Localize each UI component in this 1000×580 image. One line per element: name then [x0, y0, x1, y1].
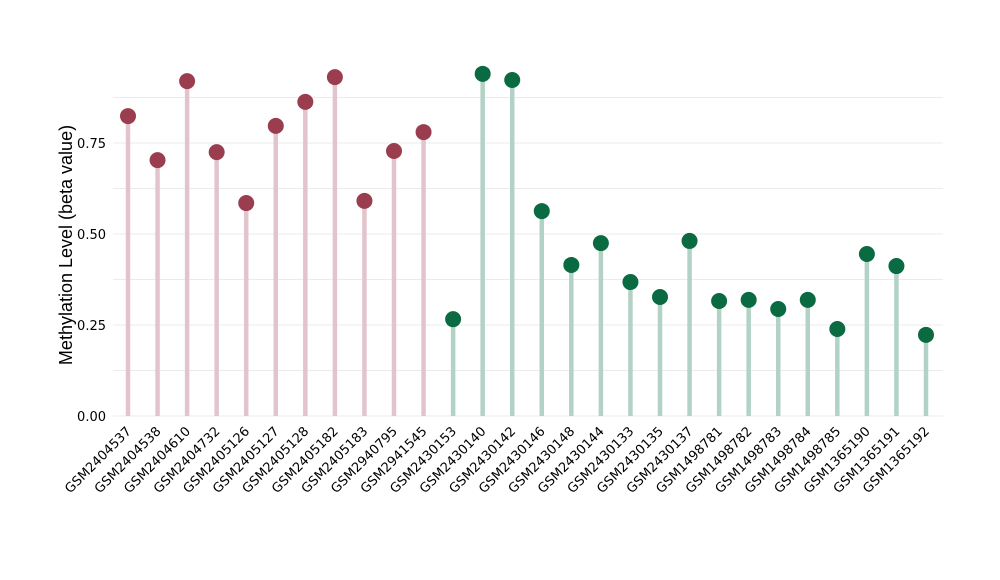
data-marks [120, 65, 934, 416]
lollipop-point [326, 69, 343, 86]
y-tick-label: 0.50 [77, 228, 106, 243]
y-tick-label: 0.25 [77, 319, 106, 334]
lollipop-point [918, 326, 934, 343]
lollipop-point [829, 321, 846, 338]
lollipop-point [356, 192, 373, 209]
y-tick-label: 0.00 [77, 410, 106, 425]
lollipop-point [238, 195, 255, 212]
lollipop-point [858, 246, 875, 263]
lollipop-point [179, 73, 196, 90]
lollipop-point [888, 258, 905, 275]
lollipop-point [533, 203, 550, 220]
lollipop-point [681, 232, 698, 249]
lollipop-point [474, 65, 491, 82]
lollipop-point [504, 72, 521, 89]
lollipop-point [386, 143, 402, 160]
y-axis-ticks: 0.00 0.25 0.50 0.75 [77, 137, 106, 425]
y-axis-label: Methylation Level (beta value) [56, 125, 76, 365]
lollipop-point [770, 300, 787, 317]
lollipop-point [208, 144, 225, 161]
lollipop-point [415, 124, 432, 141]
x-axis-ticks: GSM2404537GSM2404538GSM2404610GSM2404732… [62, 424, 932, 496]
lollipop-point [711, 292, 728, 309]
lollipop-point [297, 93, 314, 110]
lollipop-point [149, 152, 166, 169]
lollipop-point [622, 274, 639, 291]
y-tick-label: 0.75 [77, 137, 106, 152]
grid-lines [113, 97, 943, 417]
lollipop-point [445, 311, 462, 328]
lollipop-point [799, 291, 816, 308]
lollipop-point [563, 256, 580, 273]
lollipop-point [740, 291, 757, 308]
lollipop-point [652, 288, 668, 305]
lollipop-point [120, 108, 136, 125]
lollipop-point [592, 235, 609, 252]
lollipop-point [267, 117, 284, 134]
